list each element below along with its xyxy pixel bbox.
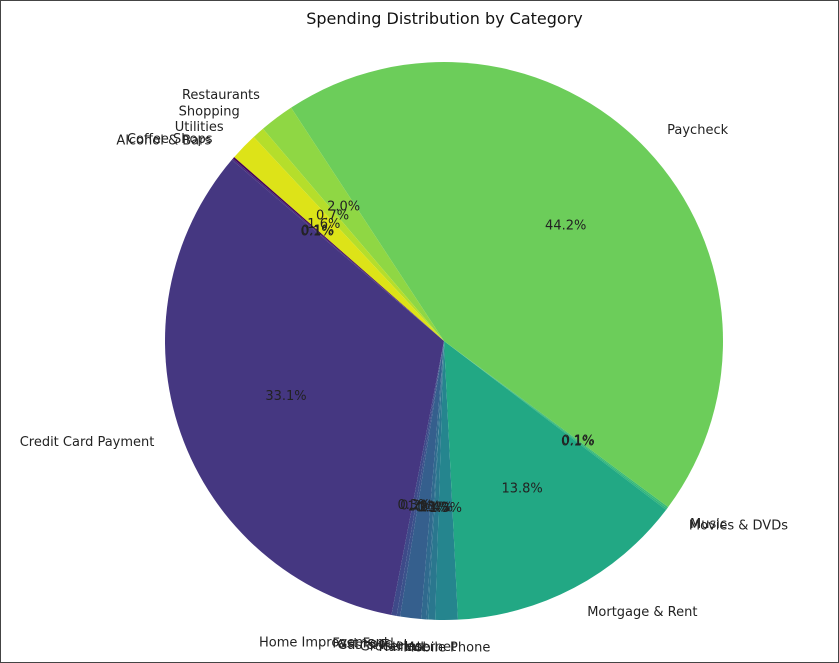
pie-slice-coffee-shops — [232, 157, 444, 341]
pie-slice-internet — [428, 341, 444, 620]
percent-label-paycheck: 44.2% — [545, 219, 586, 234]
percent-label-alcohol-and-bars: 0.1% — [301, 224, 334, 239]
pie-slice-credit-card-payment — [165, 159, 444, 616]
percent-label-credit-card-payment: 33.1% — [265, 389, 306, 404]
slice-label-movies-and-dvds: Movies & DVDs — [689, 518, 788, 533]
pie-slice-haircut — [426, 341, 444, 620]
slice-label-mobile-phone: Mobile Phone — [403, 640, 490, 655]
pie-slice-groceries — [421, 341, 444, 620]
slice-label-gas-and-fuel: Gas & Fuel — [337, 638, 407, 653]
percent-label-music: 0.1% — [562, 434, 595, 449]
pie-slice-utilities — [234, 136, 444, 341]
pie-slice-mortgage-and-rent — [444, 341, 667, 620]
percent-label-utilities: 1.6% — [307, 217, 340, 232]
slice-label-credit-card-payment: Credit Card Payment — [20, 435, 155, 450]
pie-slice-movies-and-dvds — [444, 341, 668, 510]
slice-label-home-improvement: Home Improvement — [259, 635, 389, 650]
pie-slice-music — [444, 341, 669, 509]
percent-label-movies-and-dvds: 0.1% — [561, 434, 594, 449]
pie-slice-fast-food — [396, 341, 444, 617]
percent-label-mobile-phone: 1.3% — [429, 501, 462, 516]
slice-label-fast-food: Fast Food — [332, 636, 393, 651]
pie-slice-restaurants — [262, 107, 444, 342]
pie-slice-shopping — [253, 128, 444, 341]
slice-label-shopping: Shopping — [179, 104, 240, 119]
slice-label-restaurants: Restaurants — [182, 88, 260, 103]
slice-label-utilities: Utilities — [175, 120, 224, 135]
percent-label-shopping: 0.7% — [316, 209, 349, 224]
slice-label-internet: Internet — [405, 640, 457, 655]
percent-label-restaurants: 2.0% — [327, 200, 360, 215]
pie-slice-mobile-phone — [435, 341, 458, 620]
percent-label-home-improvement: 0.3% — [397, 498, 430, 513]
slice-label-groceries: Groceries — [360, 640, 422, 655]
pie-slices — [165, 62, 723, 620]
percent-label-groceries: 0.3% — [415, 500, 448, 515]
percent-label-gas-and-fuel: 1.2% — [407, 500, 440, 515]
pie-slice-gas-and-fuel — [400, 341, 444, 620]
percent-label-mortgage-and-rent: 13.8% — [501, 482, 542, 497]
slice-label-alcohol-and-bars: Alcohol & Bars — [116, 133, 211, 148]
chart-title: Spending Distribution by Category — [306, 9, 583, 28]
percent-labels: 33.1%0.3%0.2%1.2%0.3%0.1%0.4%1.3%13.8%0.… — [265, 200, 594, 516]
percent-label-internet: 0.4% — [420, 501, 453, 516]
slice-label-mortgage-and-rent: Mortgage & Rent — [587, 605, 697, 620]
slice-label-paycheck: Paycheck — [667, 123, 728, 138]
pie-slice-paycheck — [291, 62, 723, 508]
slice-label-music: Music — [690, 517, 727, 532]
pie-slice-home-improvement — [391, 341, 444, 616]
percent-label-coffee-shops: 0.1% — [301, 224, 334, 239]
slice-label-coffee-shops: Coffee Shops — [127, 132, 213, 147]
percent-label-haircut: 0.1% — [417, 501, 450, 516]
pie-slice-alcohol-and-bars — [231, 158, 444, 341]
percent-label-fast-food: 0.2% — [400, 499, 433, 514]
slice-label-haircut: Haircut — [379, 640, 426, 655]
slice-labels: Credit Card Payment Home ImprovementFast … — [20, 88, 789, 655]
